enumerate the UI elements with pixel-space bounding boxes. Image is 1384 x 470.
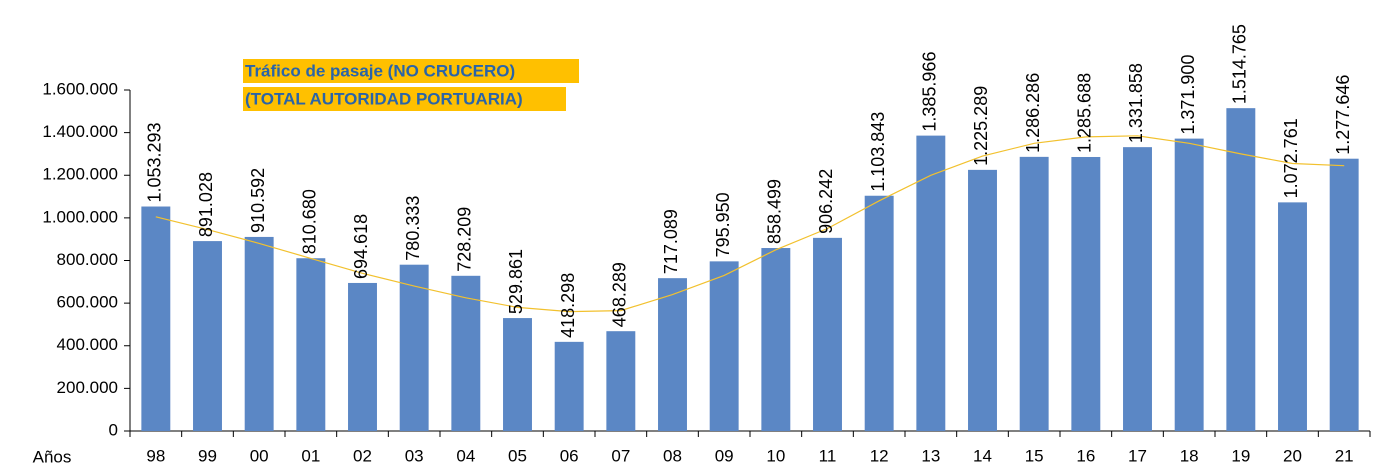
bar <box>761 248 791 431</box>
data-label: 858.499 <box>765 179 785 244</box>
bar <box>193 241 222 431</box>
x-tick-label: 08 <box>663 446 682 465</box>
y-tick-label: 1.400.000 <box>42 122 118 141</box>
x-tick-label: 18 <box>1180 446 1199 465</box>
x-tick-label: 16 <box>1076 446 1095 465</box>
bar <box>709 261 739 431</box>
x-tick-label: 19 <box>1231 446 1250 465</box>
bar <box>1123 147 1152 431</box>
x-tick-label: 04 <box>456 446 475 465</box>
data-label: 1.286.286 <box>1023 73 1043 153</box>
bar <box>1174 138 1204 431</box>
data-label: 694.618 <box>351 214 371 279</box>
data-label: 906.242 <box>816 169 836 234</box>
x-tick-label: 20 <box>1283 446 1302 465</box>
data-label: 468.289 <box>610 262 630 327</box>
bar <box>813 237 842 431</box>
x-axis-label: Años <box>33 447 72 466</box>
bar <box>1071 156 1101 432</box>
bar <box>864 195 894 431</box>
trend-line <box>155 135 1345 313</box>
data-label: 780.333 <box>403 196 423 261</box>
bar <box>658 278 687 431</box>
x-tick-label: 17 <box>1128 446 1147 465</box>
data-label: 1.103.843 <box>868 112 888 192</box>
x-tick-label: 06 <box>560 446 579 465</box>
bar <box>1329 158 1359 431</box>
bar <box>606 331 636 431</box>
data-label: 1.385.966 <box>920 52 940 132</box>
x-tick-label: 15 <box>1025 446 1044 465</box>
bar <box>1019 156 1049 431</box>
x-tick-label: 02 <box>353 446 372 465</box>
data-label: 910.592 <box>248 168 268 233</box>
y-tick-label: 1.200.000 <box>42 165 118 184</box>
x-tick-label: 00 <box>250 446 269 465</box>
bar <box>503 318 532 431</box>
y-tick-label: 1.600.000 <box>42 79 118 98</box>
x-tick-label: 03 <box>405 446 424 465</box>
data-label: 1.371.900 <box>1178 55 1198 135</box>
data-label: 529.861 <box>506 249 526 314</box>
data-label: 1.072.761 <box>1281 118 1301 198</box>
x-tick-label: 12 <box>870 446 889 465</box>
data-label: 418.298 <box>558 273 578 338</box>
chart-title: Tráfico de pasaje (NO CRUCERO) <box>245 61 515 80</box>
data-label: 795.950 <box>713 192 733 257</box>
x-tick-label: 09 <box>715 446 734 465</box>
title-bg <box>243 59 579 83</box>
bar <box>348 282 377 431</box>
data-label: 1.514.765 <box>1230 24 1250 104</box>
x-tick-label: 13 <box>921 446 940 465</box>
x-tick-label: 05 <box>508 446 527 465</box>
bar <box>916 135 946 431</box>
bar <box>451 275 481 431</box>
x-tick-label: 10 <box>766 446 785 465</box>
subtitle-bg <box>243 87 566 111</box>
bar <box>554 341 584 431</box>
x-tick-label: 98 <box>146 446 165 465</box>
data-label: 1.053.293 <box>145 122 165 202</box>
bar <box>399 264 429 431</box>
bar <box>968 169 997 431</box>
data-label: 810.680 <box>300 189 320 254</box>
x-tick-label: 01 <box>301 446 320 465</box>
y-tick-label: 400.000 <box>57 335 118 354</box>
x-tick-label: 99 <box>198 446 217 465</box>
bar <box>141 206 171 431</box>
y-tick-label: 600.000 <box>57 293 118 312</box>
bar <box>1278 202 1307 431</box>
bar <box>244 236 274 431</box>
y-tick-label: 800.000 <box>57 250 118 269</box>
data-label: 891.028 <box>196 172 216 237</box>
data-label: 1.331.858 <box>1126 63 1146 143</box>
x-tick-label: 07 <box>611 446 630 465</box>
data-label: 1.285.688 <box>1075 73 1095 153</box>
data-label: 717.089 <box>661 209 681 274</box>
bar <box>296 258 326 431</box>
y-tick-label: 1.000.000 <box>42 207 118 226</box>
x-tick-label: 21 <box>1335 446 1354 465</box>
x-tick-label: 14 <box>973 446 992 465</box>
bar <box>1226 108 1256 431</box>
x-tick-label: 11 <box>819 446 837 465</box>
data-label: 1.277.646 <box>1333 75 1353 155</box>
data-label: 1.225.289 <box>971 86 991 166</box>
y-tick-label: 200.000 <box>57 378 118 397</box>
y-tick-label: 0 <box>109 420 118 439</box>
data-label: 728.209 <box>455 207 475 272</box>
chart-subtitle: (TOTAL AUTORIDAD PORTUARIA) <box>245 89 523 108</box>
